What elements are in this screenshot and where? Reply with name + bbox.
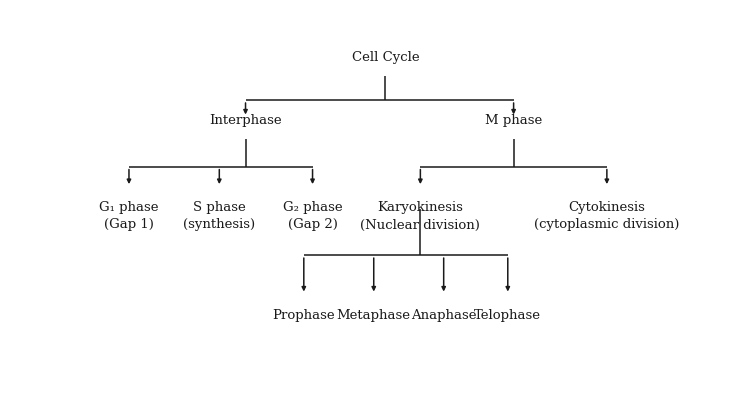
Text: Prophase: Prophase [272, 309, 335, 322]
Text: G₂ phase
(Gap 2): G₂ phase (Gap 2) [283, 202, 342, 231]
Text: Interphase: Interphase [209, 114, 282, 127]
Text: Cytokinesis
(cytoplasmic division): Cytokinesis (cytoplasmic division) [534, 202, 680, 231]
Text: Cell Cycle: Cell Cycle [352, 51, 419, 64]
Text: Karyokinesis
(Nuclear division): Karyokinesis (Nuclear division) [360, 202, 481, 231]
Text: S phase
(synthesis): S phase (synthesis) [183, 202, 256, 231]
Text: Anaphase: Anaphase [411, 309, 477, 322]
Text: G₁ phase
(Gap 1): G₁ phase (Gap 1) [99, 202, 159, 231]
Text: M phase: M phase [485, 114, 542, 127]
Text: Metaphase: Metaphase [337, 309, 411, 322]
Text: Telophase: Telophase [475, 309, 541, 322]
